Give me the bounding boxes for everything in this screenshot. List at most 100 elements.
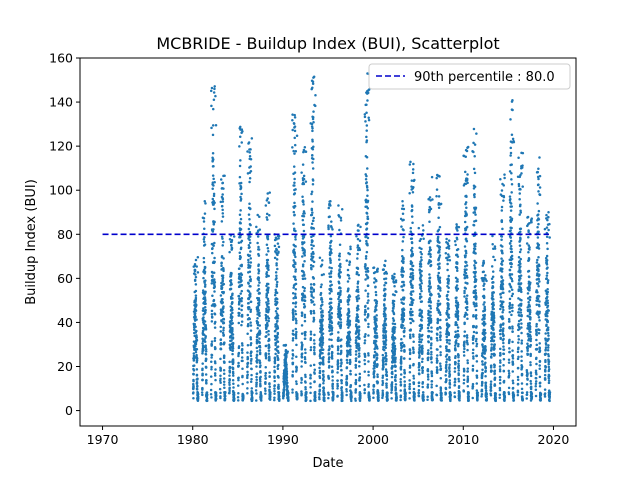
- data-point: [349, 369, 352, 373]
- data-point: [457, 366, 460, 370]
- data-point: [404, 392, 407, 396]
- data-point: [291, 349, 294, 352]
- data-point: [323, 399, 326, 403]
- data-point: [484, 369, 487, 373]
- data-point: [330, 290, 333, 293]
- data-point: [202, 220, 206, 223]
- data-point: [465, 308, 469, 312]
- data-point: [194, 289, 198, 293]
- data-point: [453, 378, 457, 381]
- data-point: [455, 323, 459, 327]
- data-point: [474, 291, 478, 295]
- data-point: [249, 338, 253, 341]
- data-point: [428, 273, 431, 276]
- data-point: [268, 345, 271, 349]
- data-point: [240, 283, 244, 287]
- data-point: [239, 195, 242, 199]
- data-point: [347, 298, 351, 301]
- data-point: [364, 255, 368, 258]
- data-point: [304, 381, 307, 384]
- data-point: [467, 398, 470, 401]
- data-point: [294, 287, 298, 291]
- data-point: [292, 315, 295, 318]
- data-point: [448, 373, 452, 376]
- data-point: [363, 341, 366, 345]
- data-point: [210, 313, 214, 316]
- data-point: [472, 357, 475, 360]
- data-point: [439, 202, 443, 206]
- data-point: [258, 329, 261, 332]
- data-point: [417, 368, 421, 372]
- data-point: [366, 215, 369, 218]
- data-point: [413, 399, 416, 402]
- data-point: [319, 352, 322, 355]
- data-point: [399, 398, 402, 402]
- data-point: [303, 337, 307, 340]
- data-point: [194, 258, 198, 262]
- data-point: [384, 343, 388, 346]
- data-point: [366, 207, 370, 210]
- data-point: [385, 378, 389, 381]
- data-point: [213, 336, 217, 340]
- data-point: [349, 360, 352, 364]
- data-point: [256, 321, 260, 324]
- data-point: [462, 367, 466, 371]
- data-point: [471, 369, 475, 372]
- data-point: [322, 375, 325, 379]
- data-point: [239, 276, 243, 280]
- data-point: [445, 341, 449, 344]
- data-point: [312, 75, 316, 79]
- data-point: [375, 332, 378, 335]
- data-point: [238, 251, 242, 255]
- data-point: [192, 396, 195, 400]
- data-point: [427, 330, 431, 333]
- data-point: [363, 354, 367, 357]
- data-point: [384, 293, 387, 296]
- data-point: [313, 380, 316, 384]
- data-point: [408, 348, 412, 351]
- data-point: [354, 373, 358, 377]
- data-point: [381, 379, 384, 383]
- data-point: [383, 264, 387, 268]
- data-point: [359, 225, 362, 229]
- data-point: [212, 244, 215, 247]
- data-point: [473, 247, 477, 251]
- data-point: [465, 313, 469, 316]
- data-point: [438, 276, 442, 280]
- data-point: [250, 397, 254, 400]
- data-point: [367, 322, 370, 326]
- data-point: [249, 285, 252, 288]
- data-point: [292, 122, 296, 125]
- data-point: [328, 253, 332, 257]
- data-point: [264, 313, 268, 317]
- data-point: [232, 382, 235, 385]
- data-point: [357, 325, 361, 328]
- data-point: [302, 273, 306, 276]
- data-point: [346, 361, 349, 365]
- data-point: [366, 284, 370, 287]
- data-point: [314, 104, 317, 108]
- data-point: [241, 375, 244, 379]
- data-point: [311, 138, 314, 142]
- data-point: [357, 308, 360, 311]
- data-point: [265, 271, 269, 274]
- data-point: [463, 245, 467, 248]
- data-point: [293, 143, 297, 147]
- data-point: [222, 369, 226, 372]
- data-point: [329, 204, 332, 207]
- data-point: [430, 338, 433, 341]
- data-point: [209, 392, 213, 396]
- data-point: [340, 349, 343, 353]
- data-point: [300, 324, 304, 327]
- data-point: [213, 347, 217, 351]
- data-point: [393, 293, 396, 297]
- data-point: [203, 306, 207, 309]
- data-point: [231, 308, 234, 312]
- data-point: [463, 295, 466, 298]
- data-point: [310, 286, 314, 290]
- data-point: [195, 357, 199, 360]
- data-point: [265, 321, 269, 325]
- data-point: [438, 311, 442, 314]
- data-point: [427, 349, 430, 352]
- data-point: [265, 301, 268, 304]
